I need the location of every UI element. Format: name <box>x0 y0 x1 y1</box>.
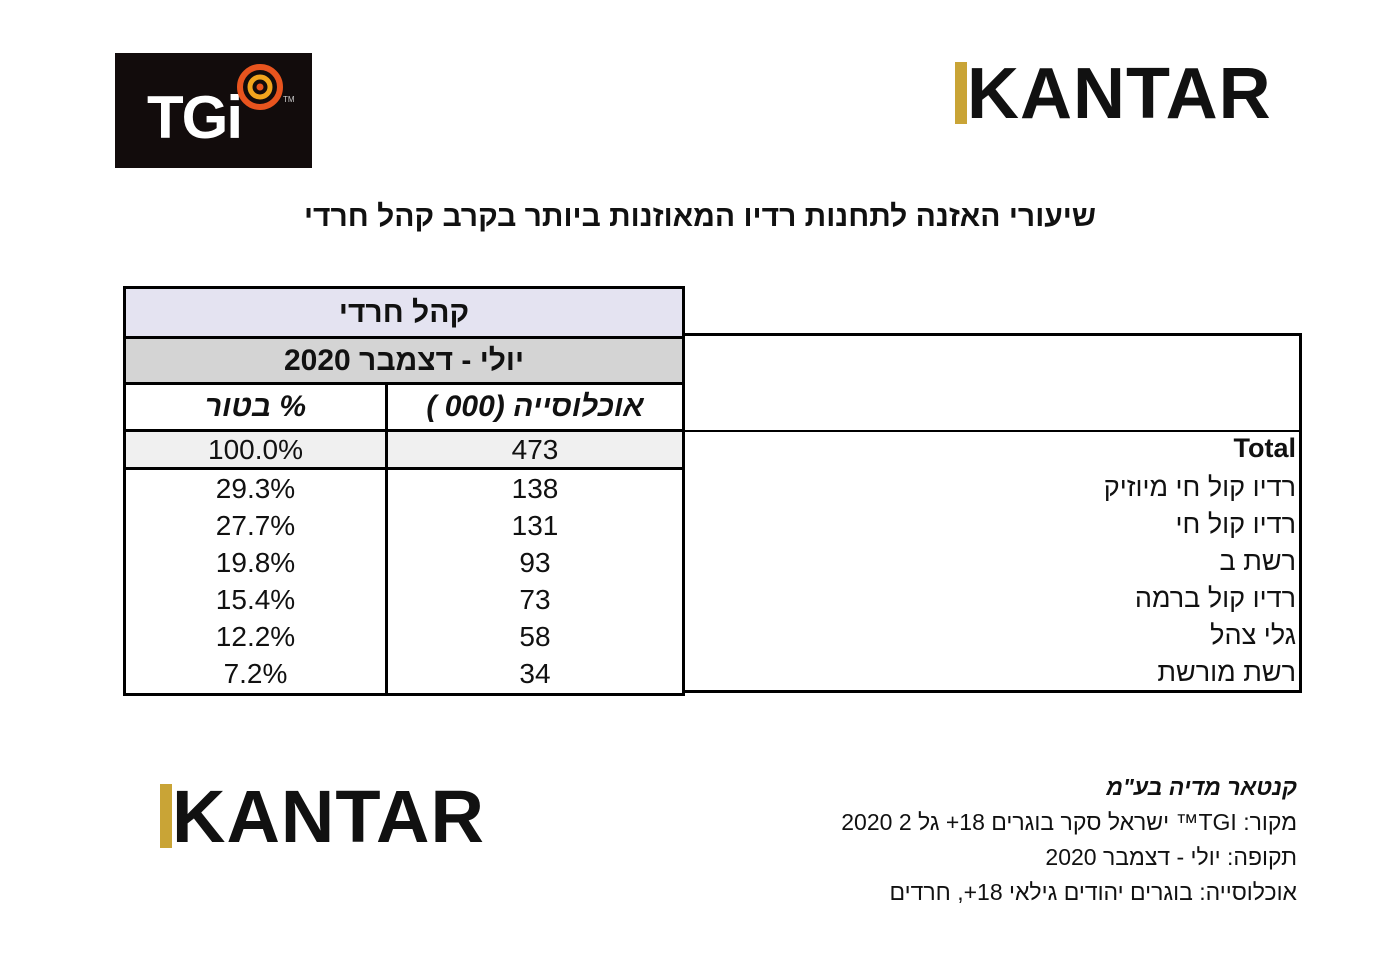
cell-population: 93 <box>519 547 551 578</box>
row-label-total: Total <box>1233 433 1297 463</box>
period-note: תקופה: יולי - דצמבר 2020 <box>1045 844 1297 870</box>
labels-box <box>684 333 1302 693</box>
row-label: רדיו קול חי מיוזיק <box>1103 472 1296 502</box>
cell-percent: 19.8% <box>215 547 296 578</box>
footer-notes: קנטאר מדיה בע"מ מקור: TGI™ ישראל סקר בוג… <box>697 770 1297 910</box>
cell-population: 34 <box>519 658 551 689</box>
tgi-trademark: TM <box>283 95 295 104</box>
audience-header: קהל חרדי <box>126 289 682 339</box>
period-header: יולי - דצמבר 2020 <box>126 339 682 385</box>
row-label: רשת ב <box>1219 546 1296 576</box>
kantar-accent-bar <box>955 62 967 124</box>
population-note: אוכלוסייה: בוגרים יהודים גילאי 18+, חרדי… <box>889 879 1297 905</box>
cell-percent: 7.2% <box>223 658 288 689</box>
row-label: גלי צהל <box>1210 620 1296 650</box>
source-note: מקור: TGI™ ישראל סקר בוגרים 18+ גל 2 202… <box>841 809 1297 835</box>
cell-population: 58 <box>519 621 551 652</box>
column-header-percent: % בטור <box>204 390 307 423</box>
tgi-logo-text: TGi <box>147 84 243 151</box>
row-label: רדיו קול חי <box>1175 509 1296 539</box>
column-divider <box>385 385 388 693</box>
page-title: שיעורי האזנה לתחנות רדיו המאוזנות ביותר … <box>303 200 1097 233</box>
cell-percent: 15.4% <box>215 584 296 615</box>
tgi-logo: TGi TM <box>115 53 312 168</box>
kantar-wordmark: KANTAR <box>967 54 1272 134</box>
column-header-population: אוכלוסייה (000 ) <box>426 390 644 423</box>
cell-percent: 12.2% <box>215 621 296 652</box>
row-label: רשת מורשת <box>1157 657 1296 687</box>
cell-population-total: 473 <box>511 434 559 465</box>
cell-population: 73 <box>519 584 551 615</box>
labels-header-separator <box>684 430 1299 432</box>
cell-population: 138 <box>511 473 559 504</box>
row-label: רדיו קול ברמה <box>1134 583 1296 613</box>
kantar-logo-bottom: KANTAR <box>160 780 485 854</box>
cell-percent: 29.3% <box>215 473 296 504</box>
total-row-bg <box>126 432 682 470</box>
kantar-logo-top: KANTAR <box>955 58 1272 130</box>
kantar-accent-bar <box>160 784 172 848</box>
cell-percent-total: 100.0% <box>208 434 303 465</box>
kantar-wordmark: KANTAR <box>172 775 485 858</box>
cell-percent: 27.7% <box>215 510 296 541</box>
data-table: קהל חרדי יולי - דצמבר 2020 % בטור אוכלוס… <box>123 286 685 696</box>
company-name: קנטאר מדיה בע"מ <box>1106 774 1297 800</box>
target-icon <box>237 64 283 110</box>
column-headers: % בטור אוכלוסייה (000 ) <box>126 385 682 432</box>
cell-population: 131 <box>511 510 559 541</box>
